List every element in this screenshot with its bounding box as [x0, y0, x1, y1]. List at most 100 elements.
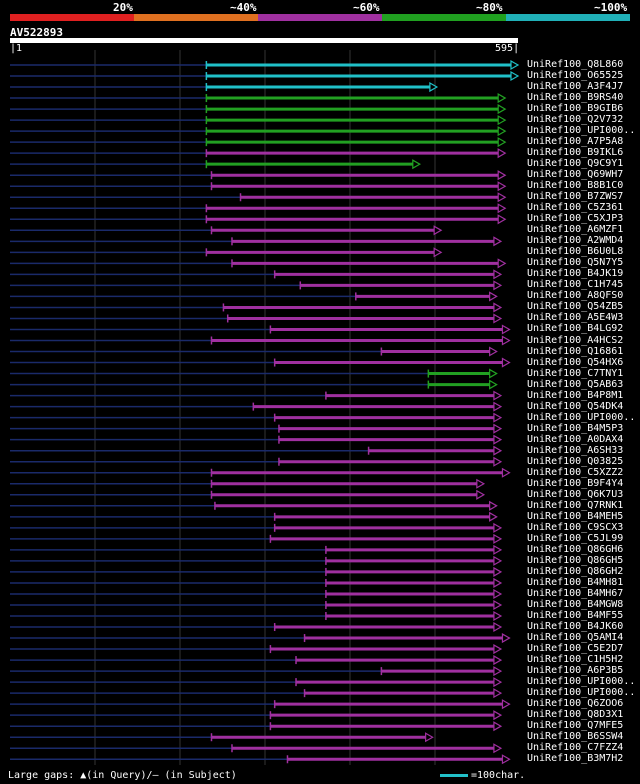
- hit-label[interactable]: UniRef100_A2WMD4: [527, 235, 624, 247]
- hit-end-arrow: [493, 599, 503, 611]
- hit-label[interactable]: UniRef100_Q2V732: [527, 114, 624, 126]
- hit-end-arrow: [493, 577, 503, 588]
- hit-label[interactable]: UniRef100_UPI000..: [527, 125, 636, 137]
- hit-end-arrow: [493, 743, 503, 754]
- scale-bar-60: [258, 14, 382, 21]
- hit-end-arrow: [493, 688, 503, 699]
- scale-bar-100: [506, 14, 630, 21]
- hit-end-arrow: [476, 478, 486, 489]
- hit-end-arrow: [497, 181, 507, 192]
- hit-label[interactable]: UniRef100_C7FZZ4: [527, 742, 624, 754]
- hit-label[interactable]: UniRef100_B4MEH5: [527, 510, 624, 522]
- hit-label[interactable]: UniRef100_Q8L860: [527, 59, 624, 70]
- hit-label[interactable]: UniRef100_A0DAX4: [527, 433, 624, 445]
- hit-label[interactable]: UniRef100_Q86GH6: [527, 543, 624, 555]
- hit-label[interactable]: UniRef100_B4MH67: [527, 587, 624, 599]
- scale-label-80: ~80%: [476, 1, 503, 14]
- hit-label[interactable]: UniRef100_Q16861: [527, 345, 624, 357]
- scale-line-icon: [440, 773, 468, 777]
- hit-label[interactable]: UniRef100_Q6ZOO6: [527, 698, 624, 710]
- hit-label[interactable]: UniRef100_Q7RNK1: [527, 499, 624, 511]
- hit-label[interactable]: UniRef100_UPI000..: [527, 687, 636, 699]
- hit-end-arrow: [501, 754, 511, 765]
- hit-label[interactable]: UniRef100_UPI000..: [527, 411, 636, 423]
- hit-end-arrow: [510, 59, 520, 71]
- hit-label[interactable]: UniRef100_C1H745: [527, 279, 624, 291]
- hit-label[interactable]: UniRef100_C7TNY1: [527, 367, 624, 379]
- hit-label[interactable]: UniRef100_B4P8M1: [527, 389, 624, 401]
- hit-label[interactable]: UniRef100_B6SSW4: [527, 731, 624, 743]
- hit-end-arrow: [433, 247, 443, 258]
- hit-label[interactable]: UniRef100_B9GIB6: [527, 103, 624, 115]
- hit-label[interactable]: UniRef100_B4M5P3: [527, 422, 624, 434]
- hit-label[interactable]: UniRef100_O65525: [527, 70, 624, 82]
- hit-label[interactable]: UniRef100_C5Z361: [527, 202, 624, 214]
- hit-end-arrow: [493, 533, 503, 544]
- hit-label[interactable]: UniRef100_Q9C9Y1: [527, 158, 624, 170]
- hit-label[interactable]: UniRef100_Q86GH5: [527, 554, 624, 566]
- hit-label[interactable]: UniRef100_A6P3B5: [527, 665, 624, 677]
- hit-label[interactable]: UniRef100_B9RS40: [527, 92, 624, 104]
- hit-label[interactable]: UniRef100_Q5AB63: [527, 378, 624, 390]
- scale-label-100: ~100%: [594, 1, 628, 14]
- hit-label[interactable]: UniRef100_B6U0L8: [527, 246, 624, 258]
- scale-bar-40: [134, 14, 258, 21]
- hit-end-arrow: [489, 368, 498, 379]
- hit-label[interactable]: UniRef100_B3M7H2: [527, 753, 624, 765]
- hit-label[interactable]: UniRef100_A7P5A8: [527, 136, 624, 148]
- hit-end-arrow: [425, 732, 434, 743]
- hit-label[interactable]: UniRef100_B7ZWS7: [527, 191, 624, 203]
- hit-label[interactable]: UniRef100_B4LG92: [527, 323, 624, 335]
- hit-end-arrow: [501, 467, 511, 478]
- query-start: |1: [10, 43, 23, 54]
- hit-label[interactable]: UniRef100_B4JK19: [527, 268, 624, 280]
- hit-label[interactable]: UniRef100_B4JK60: [527, 621, 624, 633]
- hit-end-arrow: [501, 633, 511, 644]
- hit-end-arrow: [501, 324, 511, 335]
- hit-label[interactable]: UniRef100_A6SH33: [527, 444, 624, 456]
- hit-label[interactable]: UniRef100_A4HCS2: [527, 334, 624, 346]
- hit-label[interactable]: UniRef100_Q5N7Y5: [527, 257, 624, 269]
- hit-label[interactable]: UniRef100_Q86GH2: [527, 565, 624, 577]
- hit-label[interactable]: UniRef100_A6MZF1: [527, 224, 624, 236]
- hit-label[interactable]: UniRef100_UPI000..: [527, 676, 636, 688]
- hit-end-arrow: [493, 621, 503, 633]
- hit-label[interactable]: UniRef100_C5JL99: [527, 532, 624, 544]
- hit-label[interactable]: UniRef100_Q54DK4: [527, 400, 624, 412]
- scale-label-40: ~40%: [230, 1, 257, 14]
- hit-label[interactable]: UniRef100_Q6K7U3: [527, 488, 624, 500]
- scale-legend: =100char.: [440, 770, 525, 781]
- hit-label[interactable]: UniRef100_C1H5H2: [527, 654, 624, 666]
- hit-label[interactable]: UniRef100_B8B1C0: [527, 180, 624, 192]
- query-end: 595|: [495, 43, 520, 54]
- hit-label[interactable]: UniRef100_C5E2D7: [527, 643, 624, 655]
- hit-label[interactable]: UniRef100_A3F4J7: [527, 81, 624, 93]
- hit-label[interactable]: UniRef100_Q5AMI4: [527, 632, 624, 644]
- hit-end-arrow: [493, 566, 503, 577]
- hit-label[interactable]: UniRef100_A8QFS0: [527, 290, 624, 302]
- hit-label[interactable]: UniRef100_B4MGW8: [527, 598, 624, 610]
- hit-label[interactable]: UniRef100_C5XJP3: [527, 213, 624, 225]
- hit-label[interactable]: UniRef100_Q8D3X1: [527, 709, 624, 721]
- hit-end-arrow: [497, 93, 507, 104]
- hit-end-arrow: [497, 137, 507, 148]
- hit-label[interactable]: UniRef100_C9SCX3: [527, 521, 624, 533]
- hit-label[interactable]: UniRef100_Q7MFE5: [527, 720, 624, 732]
- similarity-scale: 20% ~40% ~60% ~80% ~100%: [10, 0, 630, 22]
- hit-end-arrow: [493, 456, 503, 467]
- hit-label[interactable]: UniRef100_Q54HX6: [527, 356, 624, 368]
- hit-label[interactable]: UniRef100_Q03825: [527, 455, 624, 467]
- hit-label[interactable]: UniRef100_Q54ZB5: [527, 301, 624, 313]
- hit-label[interactable]: UniRef100_A5E4W3: [527, 312, 624, 324]
- hit-end-arrow: [493, 666, 503, 677]
- hit-label[interactable]: UniRef100_B9IKL6: [527, 147, 624, 159]
- hit-end-arrow: [497, 192, 507, 203]
- hit-label[interactable]: UniRef100_Q69WH7: [527, 169, 624, 181]
- hit-label[interactable]: UniRef100_B9F4Y4: [527, 477, 624, 489]
- hit-label[interactable]: UniRef100_B4MF55: [527, 610, 624, 621]
- hit-label[interactable]: UniRef100_C5XZZ2: [527, 466, 624, 478]
- hit-end-arrow: [493, 280, 503, 291]
- hit-end-arrow: [497, 148, 507, 159]
- hit-label[interactable]: UniRef100_B4MH81: [527, 576, 624, 588]
